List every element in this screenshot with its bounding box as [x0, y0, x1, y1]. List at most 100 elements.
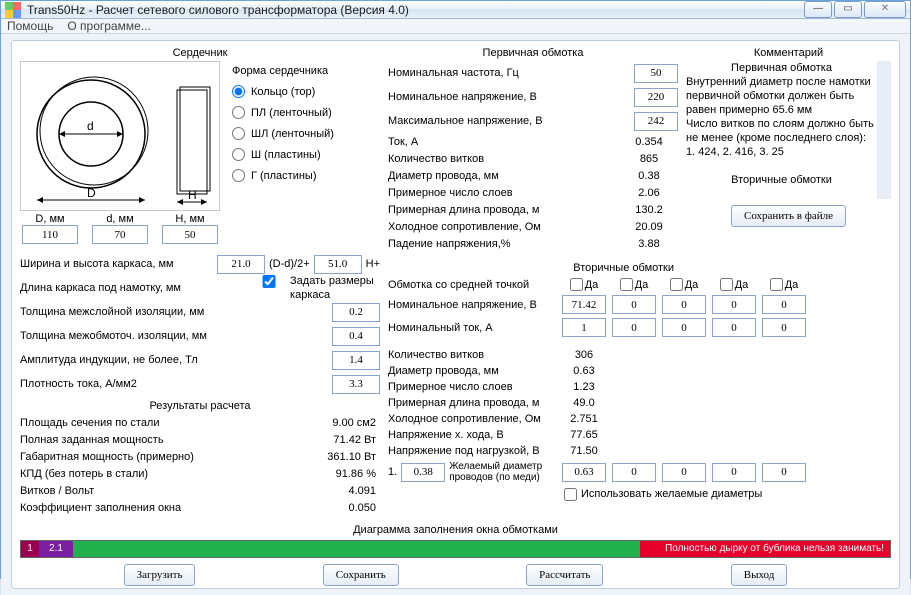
- comment-line: Первичная обмотка: [686, 61, 877, 75]
- close-button[interactable]: ✕: [864, 1, 906, 18]
- sec-midpoint-chk-2[interactable]: Да: [662, 278, 706, 291]
- frame-wh-b[interactable]: [314, 255, 362, 274]
- sec-nomv-3[interactable]: [712, 295, 756, 314]
- dim-D-label: D, мм: [20, 213, 80, 225]
- j-label: Плотность тока, А/мм2: [20, 378, 332, 390]
- dim-d-label: d, мм: [90, 213, 150, 225]
- sec-stat-label: Диаметр провода, мм: [388, 365, 556, 377]
- t1-input[interactable]: [332, 303, 380, 322]
- core-title: Сердечник: [20, 45, 380, 61]
- sec-stat-label: Примерная длина провода, м: [388, 397, 556, 409]
- fill-diagram: 1 2.1 Полностью дырку от бублика нельзя …: [20, 540, 891, 558]
- seg-primary: 1: [21, 541, 39, 557]
- dim-D-input[interactable]: [22, 225, 78, 244]
- comment-line: Число витков по слоям должно быть не мен…: [686, 117, 877, 145]
- save-comment-button[interactable]: Сохранить в файле: [731, 205, 846, 227]
- b-input[interactable]: [332, 351, 380, 370]
- core-diagram: d D H: [20, 61, 220, 211]
- dim-d-input[interactable]: [92, 225, 148, 244]
- prim-maxv[interactable]: [634, 112, 678, 131]
- radio-shl[interactable]: ШЛ (ленточный): [232, 123, 380, 144]
- frame-set-sizes[interactable]: Задать размеры каркаса: [252, 274, 380, 302]
- dim-H-input[interactable]: [162, 225, 218, 244]
- menu-about[interactable]: О программе...: [67, 19, 150, 33]
- prim-volt[interactable]: [634, 88, 678, 107]
- frame-wh-a[interactable]: [217, 255, 265, 274]
- radio-sh[interactable]: Ш (пластины): [232, 144, 380, 165]
- radio-ring[interactable]: Кольцо (тор): [232, 81, 380, 102]
- prim-volt-label: Номинальное напряжение, В: [388, 91, 634, 103]
- t2-input[interactable]: [332, 327, 380, 346]
- sec-midpoint-chk-1[interactable]: Да: [612, 278, 656, 291]
- sec-nomc-2[interactable]: [662, 318, 706, 337]
- comment-scrollbar[interactable]: [877, 61, 891, 199]
- main-panel: Сердечник d: [11, 40, 900, 589]
- seg-warning: Полностью дырку от бублика нельзя занима…: [640, 541, 890, 557]
- menu-help[interactable]: Помощь: [7, 19, 53, 33]
- sec-nomv-1[interactable]: [612, 295, 656, 314]
- calc-button[interactable]: Рассчитать: [526, 564, 603, 586]
- sec-nomc-4[interactable]: [762, 318, 806, 337]
- primary-stat-row: Примерное число слоев2.06: [388, 184, 678, 201]
- primary-stat-row: Холодное сопротивление, Ом20.09: [388, 218, 678, 235]
- sec-wire-0[interactable]: [562, 463, 606, 482]
- primary-stat-row: Количество витков865: [388, 150, 678, 167]
- sec-stat-label: Холодное сопротивление, Ом: [388, 413, 556, 425]
- frame-wh-label: Ширина и высота каркаса, мм: [20, 258, 217, 270]
- comment-line: [686, 187, 877, 199]
- sec-midpoint-chk-3[interactable]: Да: [712, 278, 756, 291]
- sec-nomc-0[interactable]: [562, 318, 606, 337]
- sec-wire-num[interactable]: [401, 463, 445, 482]
- j-input[interactable]: [332, 375, 380, 394]
- sec-nomc-1[interactable]: [612, 318, 656, 337]
- minimize-button[interactable]: —: [804, 1, 832, 18]
- sec-midpoint-chk-4[interactable]: Да: [762, 278, 806, 291]
- scroll-up-icon[interactable]: ▴: [877, 61, 891, 75]
- maximize-button[interactable]: ▭: [834, 1, 862, 18]
- svg-text:D: D: [87, 186, 96, 200]
- sec-nomv-2[interactable]: [662, 295, 706, 314]
- core-form-label: Форма сердечника: [232, 65, 380, 77]
- sec-nomc-3[interactable]: [712, 318, 756, 337]
- comment-line: 1. 424, 2. 416, 3. 25: [686, 145, 877, 159]
- sec-midpoint-label: Обмотка со средней точкой: [388, 279, 556, 291]
- secondary-title: Вторичные обмотки: [388, 260, 678, 276]
- t2-label: Толщина межобмоточ. изоляции, мм: [20, 330, 332, 342]
- prim-freq[interactable]: [634, 64, 678, 83]
- diagram-label: Диаграмма заполнения окна обмотками: [20, 524, 891, 538]
- seg-free: [73, 541, 640, 557]
- comment-line: Внутренний диаметр после намотки первичн…: [686, 75, 877, 117]
- app-icon: [5, 2, 21, 18]
- scroll-down-icon[interactable]: ▾: [877, 185, 891, 199]
- sec-nomv-4[interactable]: [762, 295, 806, 314]
- comment-line: Вторичные обмотки: [686, 173, 877, 187]
- t1-label: Толщина межслойной изоляции, мм: [20, 306, 332, 318]
- result-row: Габаритная мощность (примерно)361.10 Вт: [20, 448, 380, 465]
- prim-maxv-label: Максимальное напряжение, В: [388, 115, 634, 127]
- save-button[interactable]: Сохранить: [323, 564, 399, 586]
- sec-wire-3[interactable]: [712, 463, 756, 482]
- window-title: Trans50Hz - Расчет сетевого силового тра…: [27, 3, 804, 17]
- sec-stat-val: 2.751: [562, 413, 606, 425]
- exit-button[interactable]: Выход: [731, 564, 788, 586]
- sec-wire-1[interactable]: [612, 463, 656, 482]
- menubar: Помощь О программе...: [1, 19, 910, 34]
- sec-stat-label: Напряжение х. хода, В: [388, 429, 556, 441]
- comment-box: Первичная обмоткаВнутренний диаметр посл…: [686, 61, 891, 199]
- load-button[interactable]: Загрузить: [124, 564, 196, 586]
- svg-text:H: H: [188, 188, 197, 202]
- radio-pl[interactable]: ПЛ (ленточный): [232, 102, 380, 123]
- radio-g[interactable]: Г (пластины): [232, 165, 380, 186]
- dim-H-label: H, мм: [160, 213, 220, 225]
- sec-wire-4[interactable]: [762, 463, 806, 482]
- sec-nomv-0[interactable]: [562, 295, 606, 314]
- sec-midpoint-chk-0[interactable]: Да: [562, 278, 606, 291]
- use-wanted-chk[interactable]: Использовать желаемые диаметры: [564, 487, 806, 501]
- sec-wire-2[interactable]: [662, 463, 706, 482]
- client-area: Сердечник d: [1, 34, 910, 595]
- sec-nomc-label: Номинальный ток, А: [388, 322, 556, 334]
- frame-wh-mid: (D-d)/2+: [269, 258, 310, 270]
- primary-stat-row: Примерная длина провода, м130.2: [388, 201, 678, 218]
- sec-wire-1: 1.Желаемый диаметр проводов (по меди): [388, 461, 556, 483]
- middle-column: Первичная обмотка Номинальная частота, Г…: [388, 45, 678, 520]
